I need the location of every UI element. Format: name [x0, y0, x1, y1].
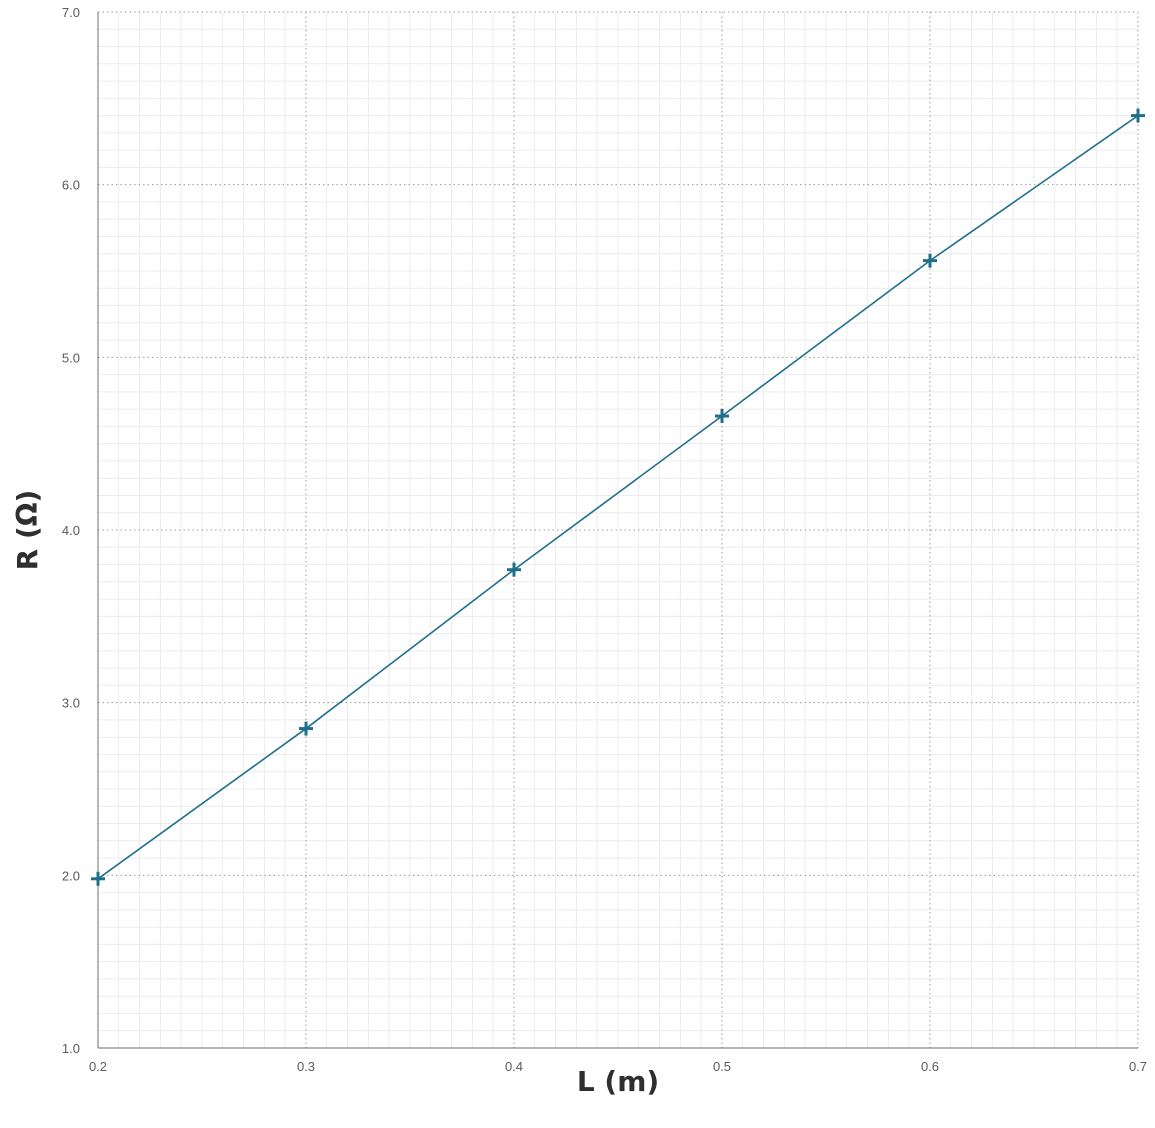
data-series [91, 108, 1145, 886]
x-tick-label: 0.7 [1129, 1059, 1147, 1074]
data-point-marker [91, 871, 105, 886]
y-tick-label: 6.0 [62, 178, 80, 193]
x-tick-label: 0.6 [921, 1059, 939, 1074]
x-tick-label: 0.5 [713, 1059, 731, 1074]
y-tick-label: 7.0 [62, 5, 80, 20]
major-grid [98, 11, 1139, 1048]
data-point-marker [1131, 108, 1145, 123]
y-tick-label: 2.0 [62, 868, 80, 883]
y-tick-label: 3.0 [62, 696, 80, 711]
series-line [97, 114, 1139, 880]
x-tick-label: 0.3 [297, 1059, 315, 1074]
tick-labels: 0.2 0.3 0.4 0.5 0.6 0.7 1.0 2.0 3.0 4.0 5.0 6.0 7.0 [62, 5, 1147, 1074]
y-axis-title: R (Ω) [11, 490, 44, 571]
y-tick-label: 4.0 [62, 523, 80, 538]
data-point-marker [299, 721, 313, 736]
x-tick-label: 0.4 [505, 1059, 523, 1074]
x-tick-label: 0.2 [89, 1059, 107, 1074]
data-point-marker [923, 253, 937, 268]
minor-grid [98, 12, 1138, 1048]
data-point-marker [507, 562, 521, 577]
y-tick-label: 5.0 [62, 350, 80, 365]
y-tick-label: 1.0 [62, 1041, 80, 1056]
x-axis-title: L (m) [577, 1065, 659, 1098]
data-point-marker [715, 409, 729, 424]
